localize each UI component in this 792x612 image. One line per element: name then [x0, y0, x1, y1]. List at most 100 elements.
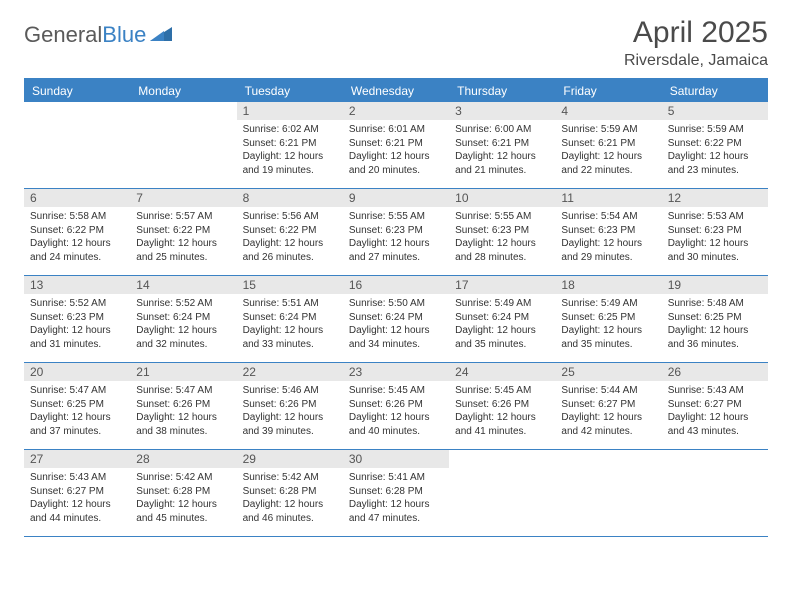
day-number: 11 — [555, 189, 661, 207]
sunset-line: Sunset: 6:28 PM — [349, 485, 443, 499]
sunset-line: Sunset: 6:25 PM — [668, 311, 762, 325]
daylight-line: Daylight: 12 hours and 30 minutes. — [668, 237, 762, 264]
day-number: 12 — [662, 189, 768, 207]
day-number: 13 — [24, 276, 130, 294]
daylight-line: Daylight: 12 hours and 43 minutes. — [668, 411, 762, 438]
day-cell: 16Sunrise: 5:50 AMSunset: 6:24 PMDayligh… — [343, 276, 449, 362]
day-number: 28 — [130, 450, 236, 468]
sunset-line: Sunset: 6:26 PM — [349, 398, 443, 412]
day-cell: 13 Sunrise: 5:52 AMSunset: 6:23 PMDayligh… — [24, 276, 130, 362]
day-number — [662, 450, 768, 468]
day-number — [449, 450, 555, 468]
sunrise-line: Sunrise: 6:01 AM — [349, 123, 443, 137]
day-cell: 29Sunrise: 5:42 AMSunset: 6:28 PMDayligh… — [237, 450, 343, 536]
daylight-line: Daylight: 12 hours and 46 minutes. — [243, 498, 337, 525]
sunrise-line: Sunrise: 5:52 AM — [30, 297, 124, 311]
weekday-row: SundayMondayTuesdayWednesdayThursdayFrid… — [24, 80, 768, 102]
sunrise-line: Sunrise: 5:46 AM — [243, 384, 337, 398]
sunrise-line: Sunrise: 5:45 AM — [349, 384, 443, 398]
sunset-line: Sunset: 6:28 PM — [136, 485, 230, 499]
daylight-line: Daylight: 12 hours and 28 minutes. — [455, 237, 549, 264]
empty-cell — [24, 102, 130, 188]
sunset-line: Sunset: 6:21 PM — [455, 137, 549, 151]
sunrise-line: Sunrise: 5:52 AM — [136, 297, 230, 311]
day-details: Sunrise: 5:59 AMSunset: 6:22 PMDaylight:… — [668, 123, 762, 177]
day-cell: 19 Sunrise: 5:48 AMSunset: 6:25 PMDayligh… — [662, 276, 768, 362]
sunset-line: Sunset: 6:26 PM — [243, 398, 337, 412]
triangle-icon — [150, 25, 172, 46]
week-row: 6Sunrise: 5:58 AMSunset: 6:22 PMDaylight… — [24, 189, 768, 276]
day-details: Sunrise: 5:56 AMSunset: 6:22 PMDaylight:… — [243, 210, 337, 264]
day-number: 15 — [237, 276, 343, 294]
sunrise-line: Sunrise: 5:53 AM — [668, 210, 762, 224]
weekday-label: Tuesday — [237, 80, 343, 102]
sunrise-line: Sunrise: 5:42 AM — [136, 471, 230, 485]
day-number: 9 — [343, 189, 449, 207]
day-details: Sunrise: 5:45 AMSunset: 6:26 PMDaylight:… — [455, 384, 549, 438]
sunset-line: Sunset: 6:23 PM — [561, 224, 655, 238]
day-number: 24 — [449, 363, 555, 381]
day-number: 22 — [237, 363, 343, 381]
weekday-label: Friday — [555, 80, 661, 102]
day-details: Sunrise: 5:52 AMSunset: 6:23 PMDaylight:… — [30, 297, 124, 351]
day-number: 10 — [449, 189, 555, 207]
sunset-line: Sunset: 6:27 PM — [668, 398, 762, 412]
sunset-line: Sunset: 6:22 PM — [136, 224, 230, 238]
day-cell: 8Sunrise: 5:56 AMSunset: 6:22 PMDaylight… — [237, 189, 343, 275]
day-number: 3 — [449, 102, 555, 120]
daylight-line: Daylight: 12 hours and 34 minutes. — [349, 324, 443, 351]
day-number: 19 — [662, 276, 768, 294]
day-number: 1 — [237, 102, 343, 120]
sunset-line: Sunset: 6:24 PM — [349, 311, 443, 325]
day-details: Sunrise: 5:42 AMSunset: 6:28 PMDaylight:… — [243, 471, 337, 525]
day-details: Sunrise: 5:55 AMSunset: 6:23 PMDaylight:… — [455, 210, 549, 264]
sunrise-line: Sunrise: 5:51 AM — [243, 297, 337, 311]
day-cell: 7Sunrise: 5:57 AMSunset: 6:22 PMDaylight… — [130, 189, 236, 275]
day-cell: 5Sunrise: 5:59 AMSunset: 6:22 PMDaylight… — [662, 102, 768, 188]
sunset-line: Sunset: 6:22 PM — [30, 224, 124, 238]
logo-text: GeneralBlue — [24, 22, 146, 48]
sunrise-line: Sunrise: 5:55 AM — [455, 210, 549, 224]
sunset-line: Sunset: 6:23 PM — [30, 311, 124, 325]
day-cell: 26Sunrise: 5:43 AMSunset: 6:27 PMDayligh… — [662, 363, 768, 449]
day-number — [130, 102, 236, 120]
daylight-line: Daylight: 12 hours and 44 minutes. — [30, 498, 124, 525]
weekday-label: Thursday — [449, 80, 555, 102]
sunrise-line: Sunrise: 5:59 AM — [668, 123, 762, 137]
daylight-line: Daylight: 12 hours and 27 minutes. — [349, 237, 443, 264]
day-details: Sunrise: 6:00 AMSunset: 6:21 PMDaylight:… — [455, 123, 549, 177]
day-cell: 4Sunrise: 5:59 AMSunset: 6:21 PMDaylight… — [555, 102, 661, 188]
day-details: Sunrise: 5:57 AMSunset: 6:22 PMDaylight:… — [136, 210, 230, 264]
sunrise-line: Sunrise: 5:48 AM — [668, 297, 762, 311]
sunrise-line: Sunrise: 5:58 AM — [30, 210, 124, 224]
daylight-line: Daylight: 12 hours and 41 minutes. — [455, 411, 549, 438]
sunset-line: Sunset: 6:25 PM — [30, 398, 124, 412]
sunset-line: Sunset: 6:22 PM — [243, 224, 337, 238]
day-cell: 1Sunrise: 6:02 AMSunset: 6:21 PMDaylight… — [237, 102, 343, 188]
day-cell: 24 Sunrise: 5:45 AMSunset: 6:26 PMDayligh… — [449, 363, 555, 449]
day-cell: 2Sunrise: 6:01 AMSunset: 6:21 PMDaylight… — [343, 102, 449, 188]
daylight-line: Daylight: 12 hours and 26 minutes. — [243, 237, 337, 264]
day-details: Sunrise: 5:48 AMSunset: 6:25 PMDaylight:… — [668, 297, 762, 351]
sunset-line: Sunset: 6:23 PM — [349, 224, 443, 238]
day-number: 27 — [24, 450, 130, 468]
sunset-line: Sunset: 6:26 PM — [136, 398, 230, 412]
day-details: Sunrise: 5:47 AMSunset: 6:26 PMDaylight:… — [136, 384, 230, 438]
day-number: 6 — [24, 189, 130, 207]
daylight-line: Daylight: 12 hours and 33 minutes. — [243, 324, 337, 351]
empty-cell — [130, 102, 236, 188]
day-cell: 30Sunrise: 5:41 AMSunset: 6:28 PMDayligh… — [343, 450, 449, 536]
day-cell: 14Sunrise: 5:52 AMSunset: 6:24 PMDayligh… — [130, 276, 236, 362]
sunrise-line: Sunrise: 6:02 AM — [243, 123, 337, 137]
sunset-line: Sunset: 6:21 PM — [243, 137, 337, 151]
page: GeneralBlue April 2025 Riversdale, Jamai… — [0, 0, 792, 553]
day-details: Sunrise: 5:52 AMSunset: 6:24 PMDaylight:… — [136, 297, 230, 351]
sunset-line: Sunset: 6:21 PM — [561, 137, 655, 151]
sunrise-line: Sunrise: 5:50 AM — [349, 297, 443, 311]
week-row: 13Sunrise: 5:52 AMSunset: 6:23 PMDayligh… — [24, 276, 768, 363]
empty-cell — [449, 450, 555, 536]
sunrise-line: Sunrise: 5:54 AM — [561, 210, 655, 224]
day-number — [555, 450, 661, 468]
logo: GeneralBlue — [24, 22, 172, 48]
daylight-line: Daylight: 12 hours and 35 minutes. — [561, 324, 655, 351]
